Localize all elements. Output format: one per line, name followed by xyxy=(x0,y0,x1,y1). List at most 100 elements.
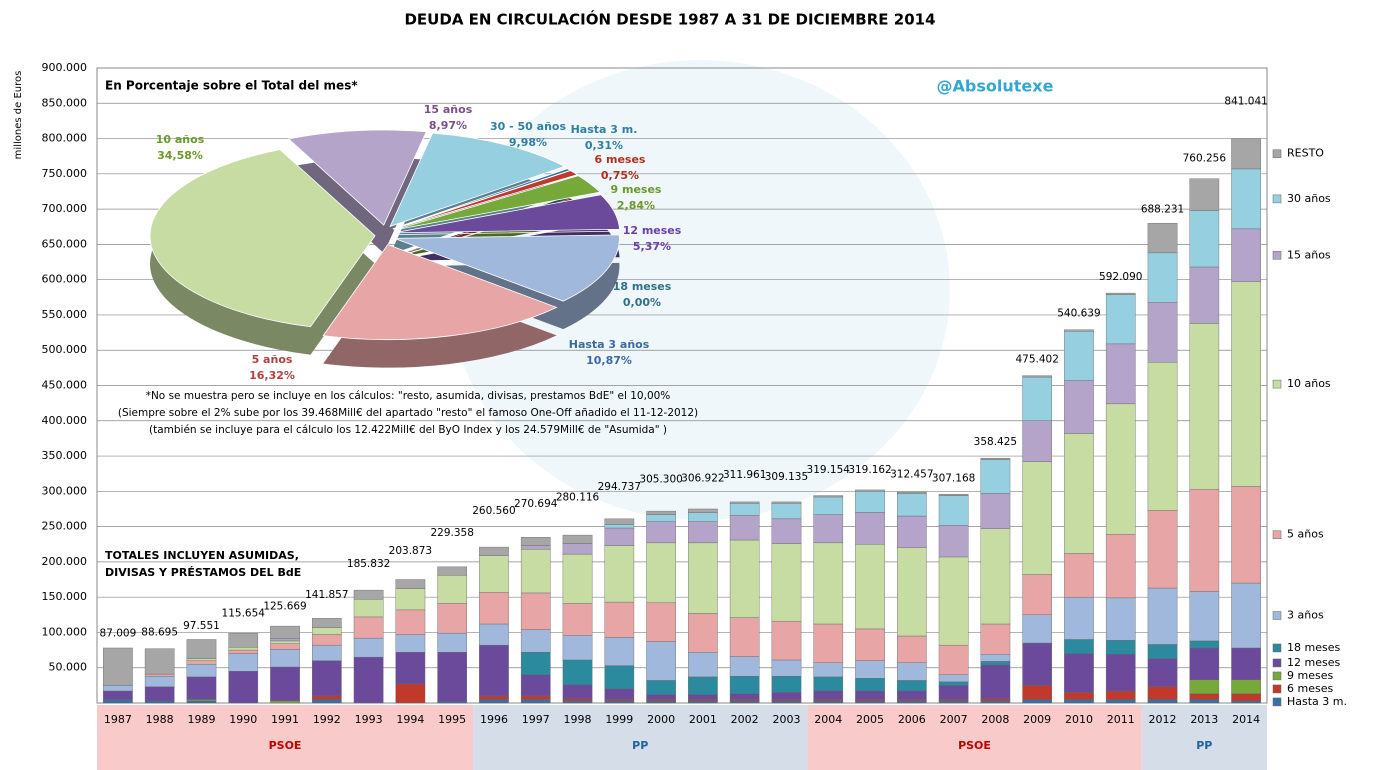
bar-segment xyxy=(1105,534,1136,599)
bar-segment xyxy=(1189,699,1220,704)
bar-segment xyxy=(1105,654,1136,692)
bar-segment xyxy=(1231,679,1261,695)
bar-segment xyxy=(520,536,551,546)
bar-segment xyxy=(1105,690,1136,700)
y-tick-label: 550.000 xyxy=(42,308,88,321)
x-tick-label: 2014 xyxy=(1232,713,1260,726)
bar-segment xyxy=(980,459,1011,494)
bar-segment xyxy=(938,493,969,496)
bar-segment xyxy=(896,690,927,700)
bar-segment xyxy=(395,609,426,635)
bar-segment xyxy=(896,662,927,681)
bar-segment xyxy=(1105,292,1136,295)
total-label: 540.639 xyxy=(1057,308,1100,320)
pie-label: 12 meses xyxy=(623,224,682,237)
bar-segment xyxy=(1022,574,1053,616)
x-tick-label: 2012 xyxy=(1149,713,1177,726)
bar-segment xyxy=(1231,582,1261,649)
total-label: 115.654 xyxy=(222,607,266,619)
totals-note: DIVISAS Y PRÉSTAMOS DEL BdE xyxy=(105,566,301,579)
x-tick-label: 1998 xyxy=(564,713,592,726)
bar-segment xyxy=(1147,223,1178,254)
government-label: PSOE xyxy=(269,739,302,752)
legend-label: 10 años xyxy=(1287,377,1331,390)
bar-segment xyxy=(1105,699,1136,704)
y-tick-label: 500.000 xyxy=(42,343,88,356)
bar-segment xyxy=(144,686,175,702)
bar-segment xyxy=(1064,330,1094,381)
bar-segment xyxy=(186,699,217,702)
bar-segment xyxy=(813,514,844,544)
bar-segment xyxy=(270,643,300,650)
bar-segment xyxy=(1189,266,1220,324)
bar-segment xyxy=(1064,639,1094,654)
bar-segment xyxy=(437,701,468,704)
pie-slice xyxy=(394,194,621,234)
bar-segment xyxy=(1105,403,1136,535)
bar-segment xyxy=(688,694,718,700)
bar-segment xyxy=(562,543,593,555)
bar-segment xyxy=(771,692,802,700)
y-tick-label: 200.000 xyxy=(42,555,88,568)
bar-segment xyxy=(771,503,802,520)
pie-slice xyxy=(149,149,376,328)
bar-segment xyxy=(980,623,1011,655)
bar-segment xyxy=(479,623,509,646)
bar-segment xyxy=(646,641,676,681)
bar-segment xyxy=(270,700,300,704)
bar-segment xyxy=(520,592,551,630)
bar-segment xyxy=(311,660,342,697)
x-tick-label: 1990 xyxy=(229,713,257,726)
bar-segment xyxy=(604,699,635,702)
bar-segment xyxy=(729,515,760,541)
bar-segment xyxy=(1022,375,1053,378)
bar-segment xyxy=(646,602,676,642)
total-label: 229.358 xyxy=(430,527,473,539)
legend-label: RESTO xyxy=(1287,147,1324,160)
legend-swatch xyxy=(1272,530,1282,539)
bar-segment xyxy=(1231,647,1261,680)
bar-segment xyxy=(646,542,676,604)
totals-note: TOTALES INCLUYEN ASUMIDAS, xyxy=(105,549,299,562)
bar-segment xyxy=(980,457,1011,460)
bar-segment xyxy=(980,698,1011,702)
total-label: 358.425 xyxy=(974,436,1017,448)
y-axis-label: millones de Euros xyxy=(13,71,24,160)
legend-swatch xyxy=(1272,149,1282,158)
y-tick-label: 600.000 xyxy=(42,273,88,286)
bar-segment xyxy=(1189,693,1220,700)
bar-segment xyxy=(1064,433,1094,554)
bar-segment xyxy=(186,676,217,700)
bar-segment xyxy=(520,629,551,653)
total-label: 309.135 xyxy=(765,471,808,483)
bar-segment xyxy=(562,553,593,604)
y-tick-label: 700.000 xyxy=(42,202,88,215)
bar-segment xyxy=(980,528,1011,625)
y-tick-label: 100.000 xyxy=(42,625,88,638)
total-label: 319.162 xyxy=(848,464,891,476)
bar-segment xyxy=(1189,178,1220,211)
legend-label: 9 meses xyxy=(1287,669,1333,682)
bar-segment xyxy=(395,579,426,589)
bar-segment xyxy=(938,674,969,683)
total-label: 312.457 xyxy=(890,469,933,481)
bar-segment xyxy=(1022,685,1053,700)
bar-segment xyxy=(228,671,259,704)
x-tick-label: 1999 xyxy=(605,713,633,726)
y-tick-label: 250.000 xyxy=(42,520,88,533)
bar-segment xyxy=(604,700,635,704)
y-tick-label: 300.000 xyxy=(42,484,88,497)
pie-title: En Porcentaje sobre el Total del mes* xyxy=(105,79,358,93)
pie-slice xyxy=(393,175,601,231)
bar-segment xyxy=(437,603,468,634)
total-label: 280.116 xyxy=(556,491,600,503)
pie-slice xyxy=(394,230,620,236)
x-tick-label: 1996 xyxy=(480,713,508,726)
bar-segment xyxy=(813,700,844,704)
total-label: 87.009 xyxy=(100,628,137,640)
bar-segment xyxy=(771,675,802,693)
bar-segment xyxy=(103,685,133,692)
bar-segment xyxy=(353,599,384,618)
bar-segment xyxy=(144,648,175,675)
